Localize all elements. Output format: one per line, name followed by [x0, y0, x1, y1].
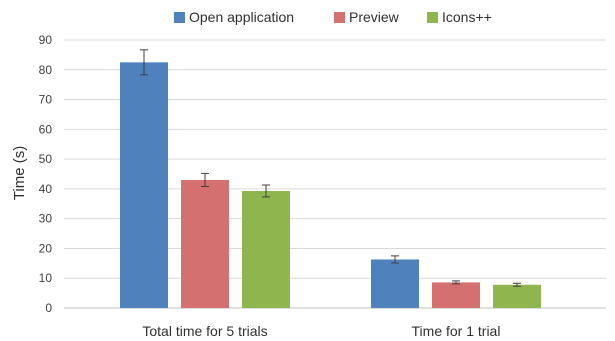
category-label: Time for 1 trial — [412, 323, 501, 339]
bar — [371, 259, 419, 308]
category-labels: Total time for 5 trials Time for 1 trial — [142, 323, 500, 339]
y-tick-label: 40 — [39, 182, 53, 196]
y-tick-label: 90 — [39, 33, 53, 47]
y-tick-label: 60 — [39, 122, 53, 136]
y-tick-label: 50 — [39, 152, 53, 166]
bar — [242, 190, 290, 308]
legend-swatch — [174, 12, 185, 23]
category-label: Total time for 5 trials — [142, 323, 267, 339]
bar — [181, 179, 229, 308]
bar — [120, 62, 168, 309]
legend: Open application Preview Icons++ — [174, 9, 492, 25]
legend-label: Icons++ — [442, 9, 492, 25]
y-tick-label: 70 — [39, 93, 53, 107]
y-tick-label: 30 — [39, 212, 53, 226]
legend-swatch — [334, 12, 345, 23]
legend-item: Icons++ — [427, 9, 492, 25]
legend-item: Open application — [174, 9, 294, 25]
bar — [432, 282, 480, 308]
legend-item: Preview — [334, 9, 400, 25]
bar — [493, 284, 541, 308]
y-tick-label: 20 — [39, 241, 53, 255]
y-tick-labels: 0 10 20 30 40 50 60 70 80 90 — [39, 33, 53, 315]
y-tick-label: 0 — [45, 301, 52, 315]
y-tick-label: 10 — [39, 271, 53, 285]
bars — [120, 62, 541, 309]
error-bars — [140, 49, 521, 287]
y-tick-label: 80 — [39, 63, 53, 77]
y-axis-label: Time (s) — [11, 146, 28, 200]
legend-label: Preview — [349, 9, 400, 25]
legend-label: Open application — [189, 9, 294, 25]
legend-swatch — [427, 12, 438, 23]
